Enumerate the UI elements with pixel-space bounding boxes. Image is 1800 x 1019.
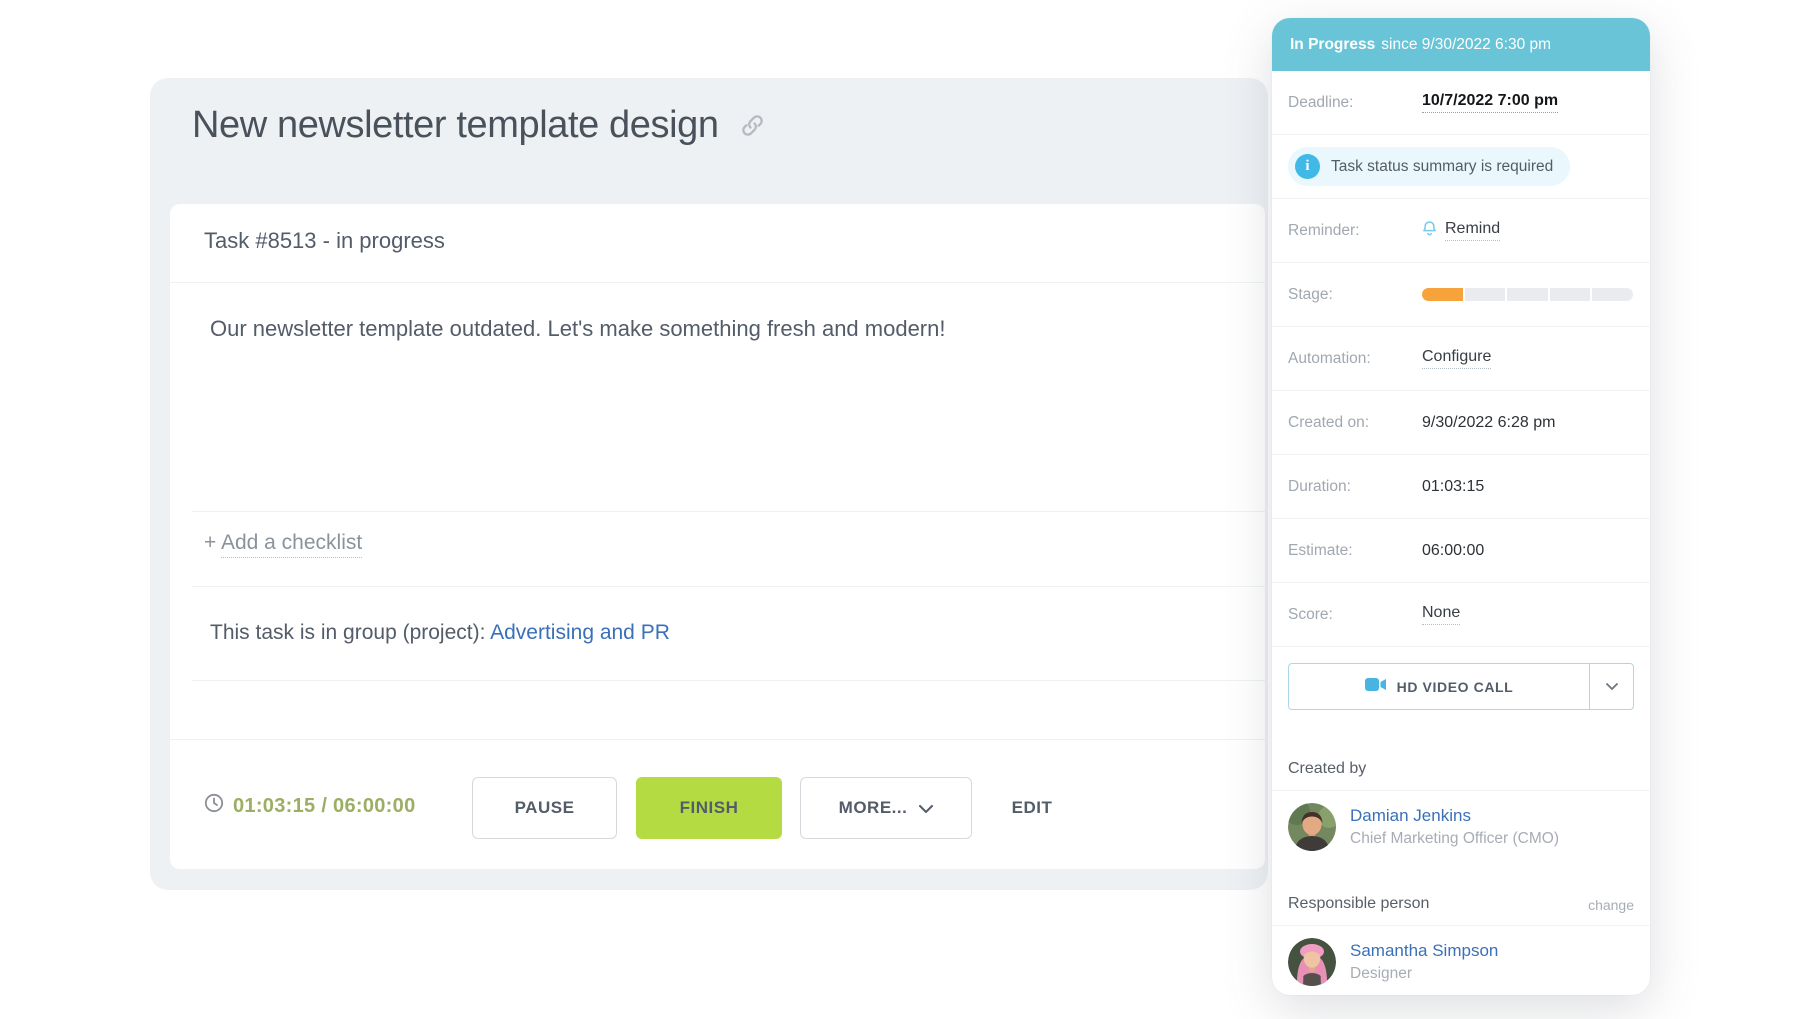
- created-by-header: Created by: [1272, 760, 1650, 791]
- task-status-panel: In Progress since 9/30/2022 6:30 pm Dead…: [1272, 18, 1650, 995]
- score-row: Score: None: [1272, 583, 1650, 647]
- stage-row: Stage:: [1272, 263, 1650, 327]
- clock-icon: [204, 793, 224, 819]
- stage-label: Stage:: [1288, 285, 1333, 303]
- avatar[interactable]: [1288, 938, 1336, 986]
- change-responsible-link[interactable]: change: [1588, 897, 1634, 913]
- status-summary-notice: i Task status summary is required: [1288, 147, 1571, 186]
- creator-person-row: Damian Jenkins Chief Marketing Officer (…: [1272, 791, 1650, 863]
- pause-button[interactable]: PAUSE: [472, 777, 617, 839]
- more-label: MORE...: [838, 798, 908, 817]
- creator-role: Chief Marketing Officer (CMO): [1350, 829, 1560, 847]
- task-action-toolbar: 01:03:15 / 06:00:00 PAUSE FINISH MORE...…: [170, 775, 1265, 841]
- estimate-value: 06:00:00: [1422, 541, 1485, 559]
- stage-progress-bar[interactable]: [1422, 288, 1633, 301]
- deadline-value[interactable]: 10/7/2022 7:00 pm: [1422, 92, 1559, 113]
- stage-segment[interactable]: [1505, 288, 1548, 301]
- hd-video-call-button[interactable]: HD VIDEO CALL: [1288, 663, 1634, 710]
- task-status-line: Task #8513 - in progress: [204, 228, 445, 253]
- created-by-section: Created by Damian Jenkins Chief Marketin…: [1272, 760, 1650, 863]
- created-on-row: Created on: 9/30/2022 6:28 pm: [1272, 391, 1650, 455]
- configure-link[interactable]: Configure: [1422, 348, 1492, 369]
- responsible-role: Designer: [1350, 964, 1413, 982]
- chevron-down-icon: [1605, 683, 1618, 690]
- score-label: Score:: [1288, 605, 1333, 623]
- divider: [170, 282, 1265, 283]
- copy-link-icon[interactable]: [739, 112, 766, 139]
- responsible-label: Responsible person: [1288, 895, 1430, 912]
- responsible-header: Responsible person change: [1272, 895, 1650, 926]
- deadline-label: Deadline:: [1288, 93, 1354, 111]
- score-value[interactable]: None: [1422, 604, 1461, 625]
- group-prefix: This task is in group (project):: [210, 621, 491, 644]
- plus-icon: +: [204, 531, 217, 554]
- finish-button[interactable]: FINISH: [636, 777, 782, 839]
- info-icon: i: [1295, 154, 1320, 179]
- remind-link[interactable]: Remind: [1445, 220, 1501, 241]
- avatar[interactable]: [1288, 803, 1336, 851]
- estimate-row: Estimate: 06:00:00: [1272, 519, 1650, 583]
- time-tracker: 01:03:15 / 06:00:00: [204, 793, 416, 819]
- stage-segment[interactable]: [1590, 288, 1633, 301]
- automation-row: Automation: Configure: [1272, 327, 1650, 391]
- duration-value: 01:03:15: [1422, 477, 1485, 495]
- duration-row: Duration: 01:03:15: [1272, 455, 1650, 519]
- task-description: Our newsletter template outdated. Let's …: [210, 316, 946, 341]
- divider: [170, 739, 1265, 740]
- timer-value: 01:03:15 / 06:00:00: [233, 794, 416, 817]
- creator-name[interactable]: Damian Jenkins: [1350, 806, 1471, 826]
- chevron-down-icon: [919, 798, 934, 818]
- responsible-person-row: Samantha Simpson Designer: [1272, 926, 1650, 998]
- status-header: In Progress since 9/30/2022 6:30 pm: [1272, 18, 1650, 71]
- task-detail-container: New newsletter template design Task #851…: [150, 78, 1268, 890]
- task-group-line: This task is in group (project): Adverti…: [210, 621, 670, 645]
- estimate-label: Estimate:: [1288, 541, 1353, 559]
- video-call-dropdown[interactable]: [1589, 664, 1633, 709]
- edit-button[interactable]: EDIT: [997, 777, 1067, 839]
- stage-segment[interactable]: [1462, 288, 1506, 301]
- page-title-row: New newsletter template design: [192, 104, 766, 147]
- responsible-person-section: Responsible person change Samantha Sim: [1272, 895, 1650, 998]
- responsible-name[interactable]: Samantha Simpson: [1350, 941, 1499, 961]
- automation-label: Automation:: [1288, 349, 1371, 367]
- duration-label: Duration:: [1288, 477, 1351, 495]
- reminder-row: Reminder: Remind: [1272, 199, 1650, 263]
- divider: [192, 586, 1265, 587]
- video-camera-icon: [1364, 677, 1387, 697]
- video-call-section: HD VIDEO CALL: [1272, 647, 1650, 710]
- page-title: New newsletter template design: [192, 104, 719, 146]
- divider: [192, 511, 1265, 512]
- bell-icon: [1422, 220, 1437, 242]
- notice-row: i Task status summary is required: [1272, 135, 1650, 199]
- hd-video-call-label: HD VIDEO CALL: [1396, 678, 1514, 695]
- status-since: since 9/30/2022 6:30 pm: [1381, 35, 1552, 53]
- divider: [192, 680, 1265, 681]
- created-on-value: 9/30/2022 6:28 pm: [1422, 413, 1556, 431]
- status-badge: In Progress: [1290, 35, 1376, 53]
- created-by-label: Created by: [1288, 760, 1367, 777]
- more-button[interactable]: MORE...: [800, 777, 972, 839]
- notice-text: Task status summary is required: [1331, 157, 1554, 175]
- stage-segment[interactable]: [1547, 288, 1591, 301]
- group-link[interactable]: Advertising and PR: [490, 621, 670, 644]
- add-checklist-button[interactable]: + Add a checklist: [204, 531, 363, 558]
- deadline-row: Deadline: 10/7/2022 7:00 pm: [1272, 71, 1650, 135]
- reminder-label: Reminder:: [1288, 221, 1360, 239]
- created-on-label: Created on:: [1288, 413, 1369, 431]
- stage-segment[interactable]: [1422, 288, 1463, 301]
- add-checklist-label: Add a checklist: [220, 531, 363, 558]
- task-card: Task #8513 - in progress Our newsletter …: [170, 204, 1265, 869]
